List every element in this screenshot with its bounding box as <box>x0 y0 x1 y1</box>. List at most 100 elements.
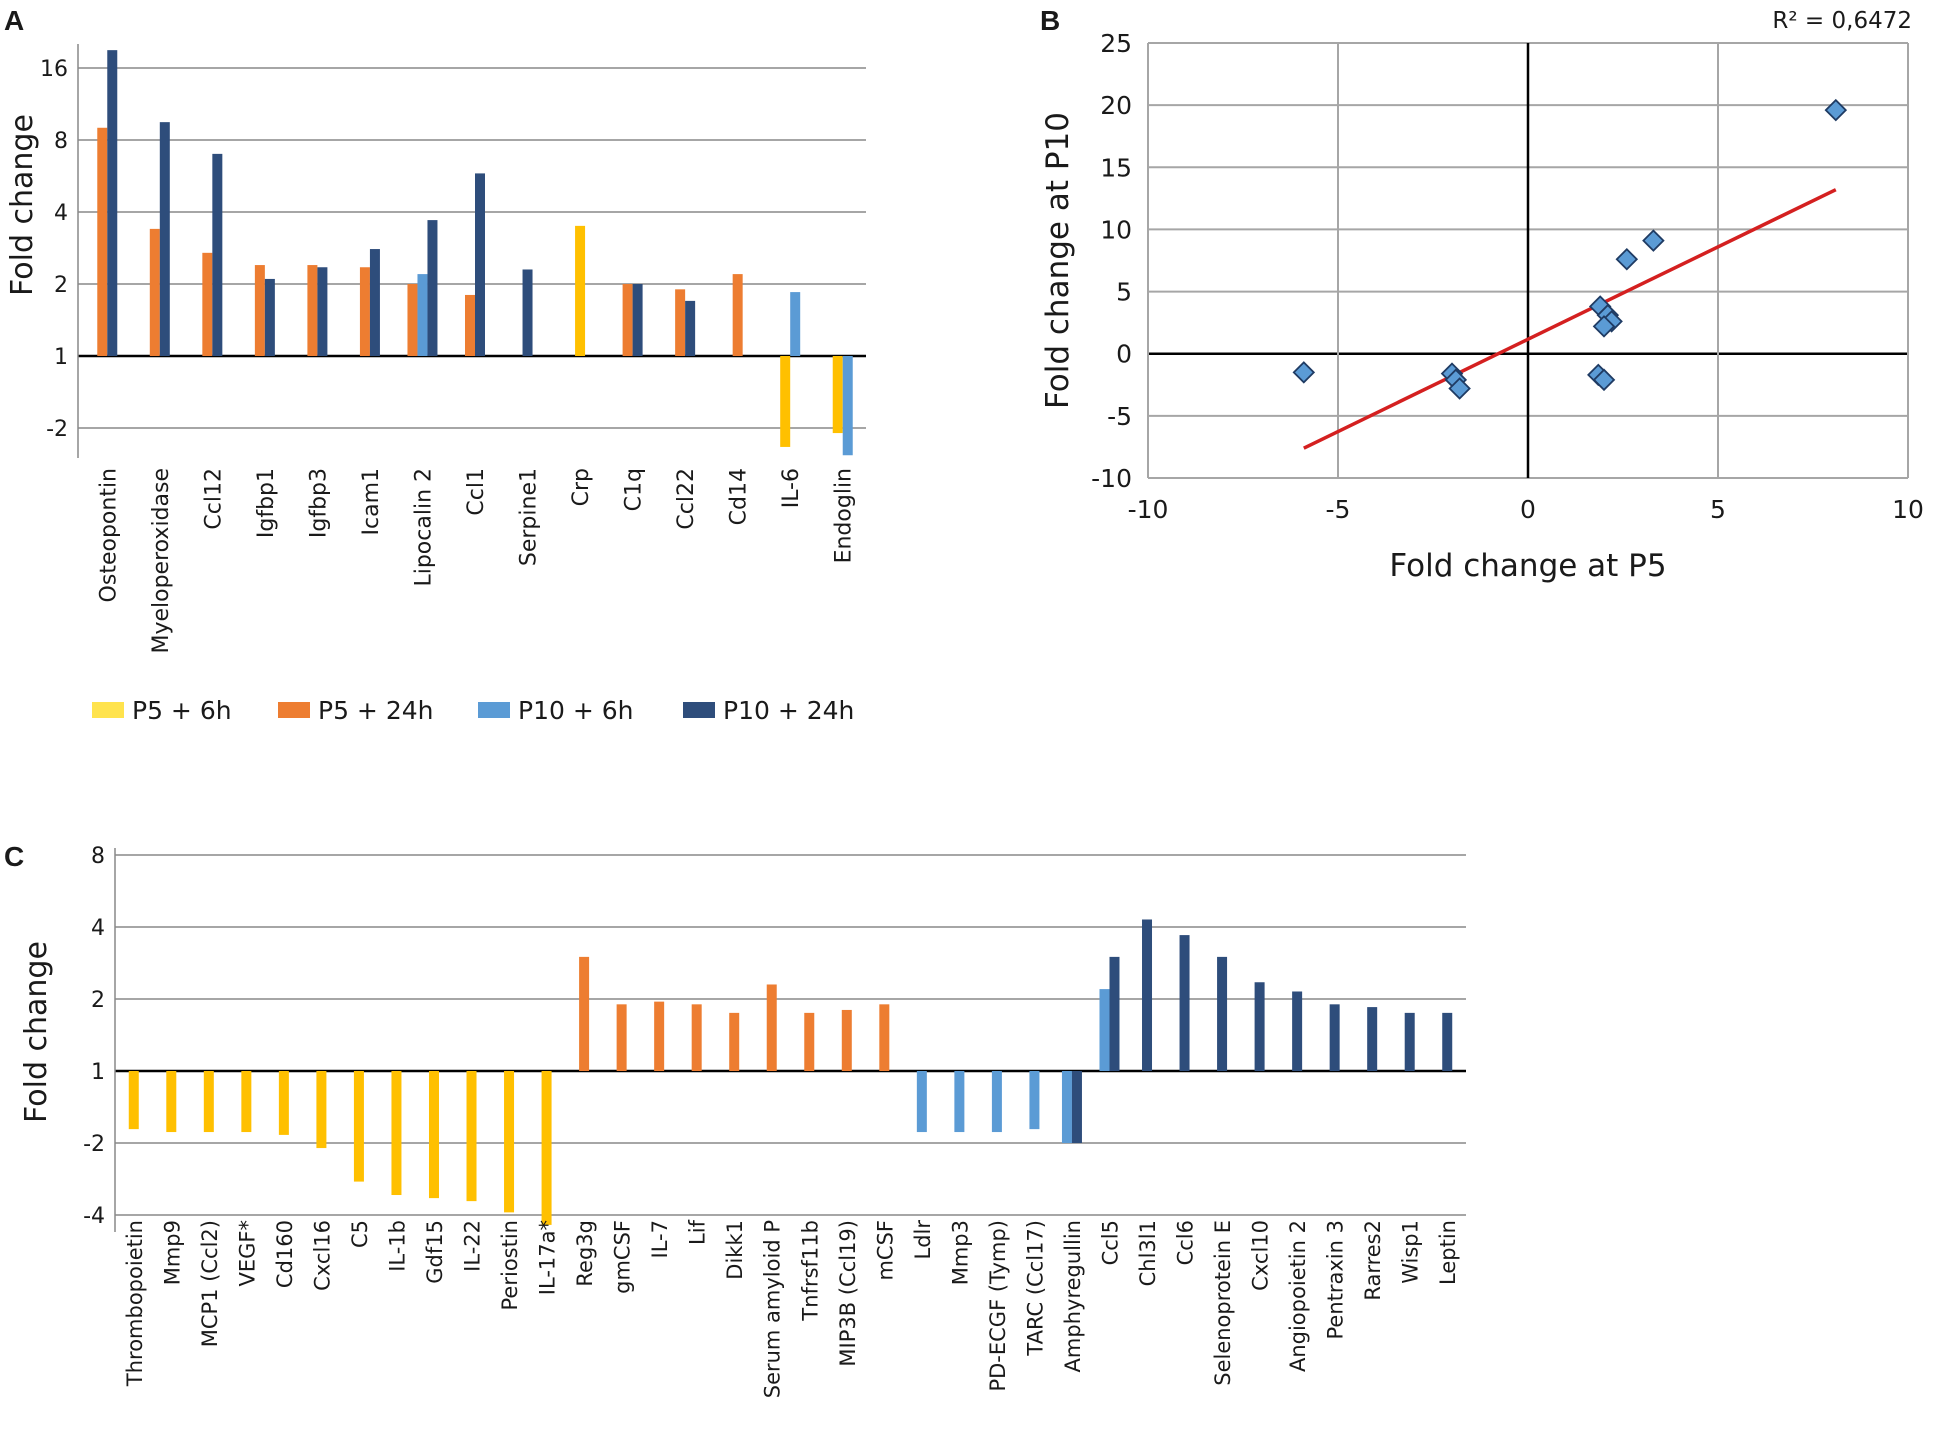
y-tick-label: 4 <box>54 201 68 226</box>
y-tick-label: 15 <box>1100 153 1132 182</box>
bar-c1q-p5_24h <box>622 284 633 356</box>
bar-ccl5-p10_24h <box>1109 956 1120 1071</box>
category-label: C5 <box>348 1220 372 1248</box>
y-tick-label: 10 <box>1100 215 1132 244</box>
bar-lif-p5_24h <box>691 1004 702 1071</box>
category-label: Igfbp3 <box>306 468 331 538</box>
category-label: Rarres2 <box>1361 1220 1385 1301</box>
bar-periostin-p5_6h <box>504 1071 515 1213</box>
category-label: Ccl22 <box>674 468 699 530</box>
data-point <box>1615 247 1639 271</box>
data-point <box>1592 368 1616 392</box>
category-label: Cd14 <box>727 468 752 525</box>
bar-ccl1-p10_24h <box>475 173 485 356</box>
legend-label-p5_24h: P5 + 24h <box>318 696 433 725</box>
category-label: Reg3g <box>573 1220 597 1287</box>
category-label: Lif <box>686 1219 710 1245</box>
data-point <box>1292 361 1316 384</box>
y-axis-label: Fold change <box>5 114 40 296</box>
trendline <box>1303 188 1837 450</box>
bar-angiopoietin-2-p10_24h <box>1292 991 1303 1071</box>
category-label: mCSF <box>873 1220 897 1281</box>
bar-dikk1-p5_24h <box>729 1012 740 1071</box>
category-label: Tnfrsf11b <box>798 1220 822 1322</box>
y-tick-label: 8 <box>91 844 105 869</box>
bar-osteopontin-p10_24h <box>107 50 118 356</box>
data-point <box>1642 229 1665 252</box>
category-label: MIP3B (Ccl19) <box>836 1220 860 1367</box>
category-label: Osteopontin <box>96 468 121 602</box>
x-tick-label: 10 <box>1892 495 1924 524</box>
bar-tarc-ccl17-p10_6h <box>1029 1071 1040 1130</box>
category-label: Gdf15 <box>423 1220 447 1284</box>
bar-gdf15-p5_6h <box>428 1071 439 1199</box>
bar-mip3b-ccl19-p5_24h <box>841 1009 852 1071</box>
legend-swatch-p10_24h <box>683 702 715 718</box>
bar-ccl22-p5_24h <box>675 289 686 356</box>
legend-label-p5_6h: P5 + 6h <box>132 696 232 725</box>
bar-leptin-p10_24h <box>1442 1012 1453 1071</box>
x-tick-label: 5 <box>1710 495 1726 524</box>
y-axis-label: Fold change <box>19 941 54 1123</box>
bar-amphyregullin-p10_24h <box>1071 1071 1082 1143</box>
bar-mmp3-p10_6h <box>954 1071 965 1133</box>
category-label: Crp <box>569 468 594 506</box>
r-squared-label: R² = 0,6472 <box>1772 8 1912 34</box>
category-label: Wisp1 <box>1399 1220 1423 1284</box>
y-tick-label: 1 <box>54 345 68 370</box>
category-label: PD-ECGF (Tymp) <box>986 1220 1010 1392</box>
y-tick-label: 1 <box>91 1060 105 1085</box>
bar-osteopontin-p5_24h <box>97 127 108 356</box>
category-label: Ccl6 <box>1174 1220 1198 1265</box>
bar-il-1b-p5_6h <box>391 1071 402 1196</box>
category-label: TARC (Ccl17) <box>1023 1220 1047 1357</box>
category-label: Igfbp1 <box>254 468 279 538</box>
bar-thrombopoietin-p5_6h <box>128 1071 139 1130</box>
bar-cd160-p5_6h <box>278 1071 289 1135</box>
bar-tnfrsf11b-p5_24h <box>804 1012 815 1071</box>
y-tick-label: -2 <box>46 417 68 442</box>
bar-endoglin-p10_6h <box>842 356 853 456</box>
category-label: MCP1 (Ccl2) <box>198 1220 222 1347</box>
bar-igfbp3-p10_24h <box>317 267 328 356</box>
bar-amphyregullin-p10_6h <box>1061 1071 1072 1143</box>
category-label: Periostin <box>498 1220 522 1310</box>
bar-ccl12-p10_24h <box>212 153 223 356</box>
bar-cxcl10-p10_24h <box>1254 982 1265 1071</box>
panel-a-bar-chart: 16 8 4 2 1 -2 Fold change Osteopontin Myeloperox… <box>5 44 866 654</box>
bar-ccl12-p5_24h <box>202 252 213 356</box>
bar-igfbp1-p10_24h <box>264 278 275 356</box>
category-label: IL-1b <box>385 1220 409 1272</box>
bar-icam1-p10_24h <box>369 249 380 356</box>
category-label: IL-22 <box>461 1220 485 1272</box>
bar-ccl1-p5_24h <box>465 294 475 356</box>
category-label: Ccl1 <box>464 468 489 516</box>
bar-lipocalin-2-p10_6h <box>417 274 428 356</box>
legend: P5 + 6h P5 + 24h P10 + 6h P10 + 24h <box>92 696 854 725</box>
panel-letter-a: A <box>4 5 24 36</box>
bar-myeloperoxidase-p10_24h <box>159 122 170 356</box>
category-label: Cd160 <box>273 1220 297 1288</box>
y-tick-label: 2 <box>54 273 68 298</box>
bar-igfbp1-p5_24h <box>254 265 265 356</box>
legend-swatch-p5_6h <box>92 702 124 718</box>
category-label: Ldlr <box>911 1220 935 1260</box>
bar-il-6-p5_6h <box>780 356 791 447</box>
bar-lipocalin-2-p5_24h <box>407 284 418 356</box>
category-label: Serum amyloid P <box>761 1220 785 1398</box>
bar-c1q-p10_24h <box>632 284 643 356</box>
category-label: Myeloperoxidase <box>149 468 174 654</box>
bar-wisp1-p10_24h <box>1404 1012 1415 1071</box>
legend-label-p10_6h: P10 + 6h <box>518 696 633 725</box>
y-tick-label: -2 <box>83 1132 105 1157</box>
bar-il-6-p10_6h <box>790 292 801 356</box>
category-label: Dikk1 <box>723 1220 747 1280</box>
category-label: Icam1 <box>359 468 384 536</box>
x-tick-label: -5 <box>1326 495 1351 524</box>
legend-swatch-p5_24h <box>278 702 310 718</box>
bar-ccl5-p10_6h <box>1099 989 1110 1071</box>
panel-b-scatter-chart: 25 20 15 10 5 0 -5 -10-10 -5 0 5 10 Fold change at P… <box>1040 8 1924 584</box>
category-label: Cxcl10 <box>1249 1220 1273 1291</box>
x-tick-label: 0 <box>1520 495 1536 524</box>
